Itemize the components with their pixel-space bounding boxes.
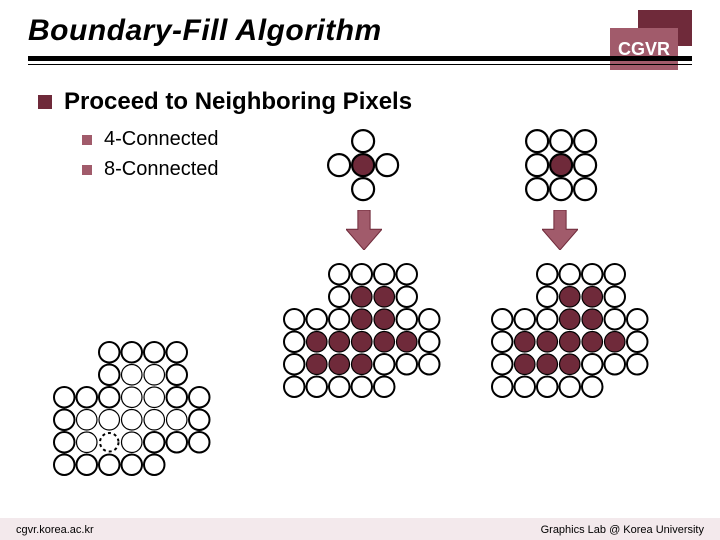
bullet-sub-8connected: 8-Connected (82, 158, 219, 181)
diagram-4connected-key (326, 128, 400, 207)
footer-credit: Graphics Lab @ Korea University (541, 524, 704, 536)
bullet-sub-text: 4-Connected (104, 128, 219, 151)
bullet-main: Proceed to Neighboring Pixels (38, 88, 412, 116)
arrow-down-icon (542, 210, 578, 255)
diagram-grid-seed (52, 340, 212, 482)
diagram-grid-4fill (282, 262, 442, 404)
title-rule (28, 56, 692, 65)
arrow-down-icon (346, 210, 382, 255)
footer: cgvr.korea.ac.kr Graphics Lab @ Korea Un… (0, 518, 720, 540)
bullet-sub-text: 8-Connected (104, 158, 219, 181)
footer-url: cgvr.korea.ac.kr (16, 524, 94, 536)
diagram-grid-8fill (490, 262, 650, 404)
bullet-main-text: Proceed to Neighboring Pixels (64, 88, 412, 116)
diagram-8connected-key (524, 128, 598, 207)
bullet-sub-4connected: 4-Connected (82, 128, 219, 151)
slide-title: Boundary-Fill Algorithm (28, 14, 692, 48)
